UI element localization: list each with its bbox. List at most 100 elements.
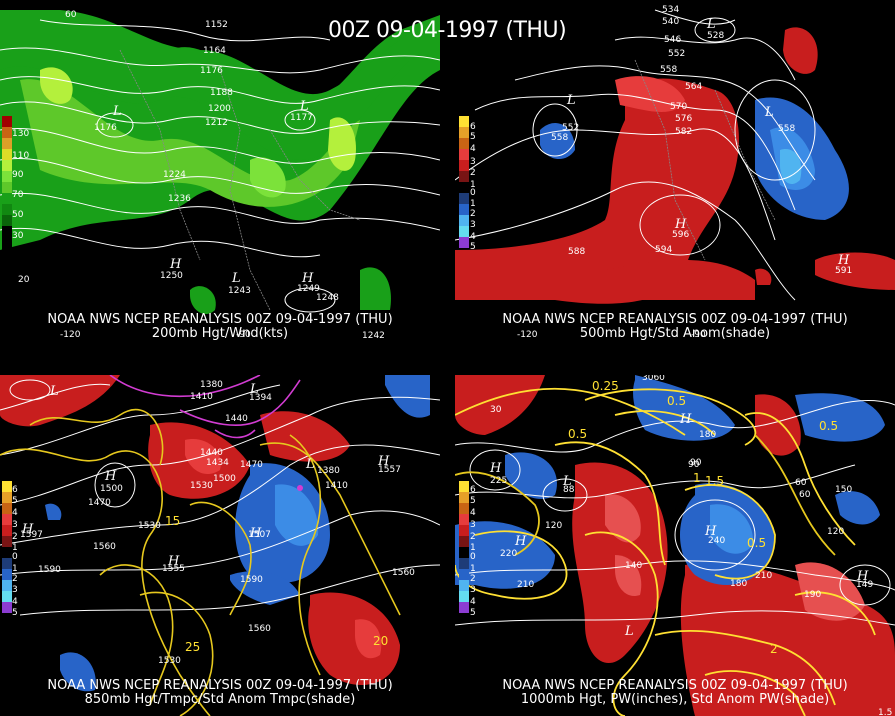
contour-label: 1507 [248, 530, 271, 540]
colorbar-label: 4 [470, 144, 476, 154]
contour-label: 210 [517, 580, 534, 590]
contour-label: 120 [827, 527, 844, 537]
colorbar-label: 3 [470, 157, 476, 167]
colorbar-label: 70 [12, 190, 24, 200]
map-850mb: 1290 1380 1410 1440 1470 1500 1530 1560 … [0, 375, 440, 716]
pw-label: 0.25 [592, 379, 619, 393]
contour-label: 190 [804, 590, 821, 600]
colorbar-label: 2 [470, 209, 476, 219]
lon-label: -120 [60, 330, 81, 340]
colorbar-label: 2 [470, 574, 476, 584]
colorbar-label: 6 [470, 485, 476, 495]
temp-label: 20 [373, 634, 388, 648]
colorbar-label: 5 [12, 608, 18, 618]
subtitle: 850mb Hgt/Tmpc/Std Anom Tmpc(shade) [84, 692, 356, 707]
credit-line: NOAA NWS NCEP REANALYSIS 00Z 09-04-1997 … [47, 312, 393, 327]
contour-label: 570 [670, 102, 687, 112]
high-marker: H [104, 469, 117, 484]
lon-label: -120 [517, 330, 538, 340]
contour-label: 60 [799, 490, 811, 500]
contour-label: 1236 [168, 194, 191, 204]
colorbar-label: 4 [470, 508, 476, 518]
contour-label: 1200 [208, 104, 231, 114]
contour-label: 1597 [20, 530, 43, 540]
contour-label: 1250 [160, 271, 183, 281]
contour-label: 564 [685, 82, 702, 92]
colorbar-label: 5 [470, 496, 476, 506]
contour-label: 1560 [392, 568, 415, 578]
high-marker: H [674, 217, 687, 232]
contour-label: 240 [708, 536, 725, 546]
contour-label: 558 [551, 133, 568, 143]
subtitle: 500mb Hgt/Std Anom(shade) [579, 326, 771, 341]
contour-label: 1410 [325, 481, 348, 491]
temp-label: 25 [185, 640, 200, 654]
map-200mb: 1152 1164 1176 1188 1200 1212 1224 1236 … [0, 10, 440, 340]
main-title: 00Z 09-04-1997 (THU) [328, 18, 567, 43]
colorbar-label: 3 [12, 520, 18, 530]
contour-label: 1212 [205, 118, 228, 128]
contour-label: 1590 [240, 575, 263, 585]
colorbar-label: 5 [12, 496, 18, 506]
colorbar-label: 5 [470, 132, 476, 142]
contour-label: 140 [625, 561, 642, 571]
contour-label: 1500 [100, 484, 123, 494]
contour-label: 552 [562, 123, 579, 133]
contour-label: 3060 [642, 375, 665, 383]
contour-label: 1440 [225, 414, 248, 424]
panel-500mb: 534 540 546 552 558 564 570 576 582 588 … [455, 0, 895, 340]
colorbar-label: 1 [470, 564, 476, 574]
high-marker: H [837, 253, 850, 268]
low-marker: L [624, 624, 634, 639]
colorbar-label: 4 [470, 232, 476, 242]
contour-label: 588 [568, 247, 585, 257]
contour-label: 1380 [317, 466, 340, 476]
colorbar-label: 30 [12, 231, 24, 241]
lon-label: -90 [236, 330, 251, 340]
contour-label: 1440 [200, 448, 223, 458]
low-marker: L [706, 17, 716, 32]
colorbar-label: 5 [470, 242, 476, 252]
credit-line: NOAA NWS NCEP REANALYSIS 00Z 09-04-1997 … [502, 678, 848, 693]
map-1000mb: 3060 0.25 0.5 0.5 0.5 0.5 1 1.5 2 30 60 … [455, 375, 895, 716]
contour-label: 528 [707, 31, 724, 41]
contour-label: 582 [675, 127, 692, 137]
contour-label: 1530 [190, 481, 213, 491]
colorbar-label: 0 [470, 188, 476, 198]
contour-label: 558 [660, 65, 677, 75]
contour-label: 220 [500, 549, 517, 559]
contour-label: 1555 [162, 564, 185, 574]
contour-label: 1530 [158, 656, 181, 666]
colorbar-label: 2 [470, 532, 476, 542]
credit-line: NOAA NWS NCEP REANALYSIS 00Z 09-04-1997 … [502, 312, 848, 327]
contour-label: 1248 [316, 293, 339, 303]
panel-caption: NOAA NWS NCEP REANALYSIS 00Z 09-04-1997 … [455, 312, 895, 341]
contour-label: 534 [662, 5, 679, 15]
map-500mb: 534 540 546 552 558 564 570 576 582 588 … [455, 5, 895, 340]
contour-label: 1.5 [878, 708, 892, 716]
contour-label: 1249 [297, 284, 320, 294]
contour-label: 30 [490, 405, 502, 415]
contour-label: 594 [655, 245, 672, 255]
contour-label: 1188 [210, 88, 233, 98]
panel-caption: NOAA NWS NCEP REANALYSIS 00Z 09-04-1997 … [0, 679, 440, 707]
high-marker: H [704, 524, 717, 539]
contour-label: 88 [563, 485, 575, 495]
contour-label: 1242 [362, 331, 385, 340]
contour-label: 90 [690, 458, 702, 468]
colorbar-label: 1 [12, 543, 18, 553]
low-marker: L [305, 457, 315, 472]
contour-label: 1590 [38, 565, 61, 575]
low-marker: L [112, 104, 122, 119]
colorbar-500mb [459, 116, 469, 248]
colorbar-label: 4 [470, 597, 476, 607]
colorbar-label: 4 [12, 508, 18, 518]
colorbar-label: 4 [12, 597, 18, 607]
colorbar-label: 90 [12, 170, 24, 180]
contour-label: 1176 [94, 123, 117, 133]
contour-label: 1177 [290, 113, 313, 123]
high-marker: H [856, 569, 869, 584]
contour-label: 1380 [200, 380, 223, 390]
temp-label: 15 [165, 514, 180, 528]
contour-label: 1560 [248, 624, 271, 634]
